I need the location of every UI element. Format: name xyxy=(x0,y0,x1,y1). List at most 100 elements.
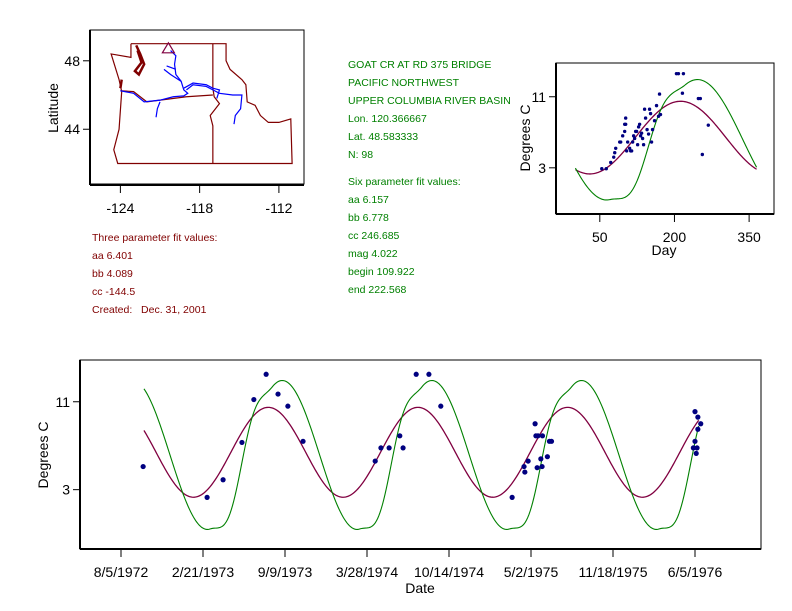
six-param-bb: bb 6.778 xyxy=(348,212,389,224)
created-date: Created: Dec. 31, 2001 xyxy=(92,304,207,316)
data-point xyxy=(654,103,659,108)
data-point xyxy=(538,456,544,462)
three-param-title: Three parameter fit values: xyxy=(92,232,218,244)
data-point xyxy=(525,458,531,464)
site-region: PACIFIC NORTHWEST xyxy=(348,77,460,89)
data-point xyxy=(604,167,608,171)
seasonal-chart: 50 200 350 11 3 Day Degrees C xyxy=(517,62,775,258)
2-xtick-label: 3/28/1974 xyxy=(336,564,398,580)
2-ytick-label: 11 xyxy=(55,394,70,410)
six-param-aa: aa 6.157 xyxy=(348,194,389,206)
data-point xyxy=(642,107,647,111)
data-point xyxy=(658,112,663,117)
deschutes-river xyxy=(155,101,161,118)
1-ytick-label: 3 xyxy=(538,160,546,176)
data-point xyxy=(600,167,604,171)
2-xtick-label: 10/14/1974 xyxy=(414,564,484,580)
data-point xyxy=(648,111,653,116)
data-point xyxy=(539,463,545,470)
data-point xyxy=(695,414,701,420)
data-point xyxy=(638,134,643,138)
data-point xyxy=(636,125,641,129)
six-param-end: end 222.568 xyxy=(348,284,407,296)
data-point xyxy=(140,463,146,470)
site-basin: UPPER COLUMBIA RIVER BASIN xyxy=(348,95,511,107)
six-param-curve xyxy=(143,379,700,531)
2-ytick-label: 3 xyxy=(62,482,70,498)
timeseries-plot-area xyxy=(140,371,704,531)
data-point xyxy=(647,107,652,111)
six-param-title: Six parameter fit values: xyxy=(348,176,461,188)
wenatchee-river xyxy=(166,65,177,70)
1-ytick-label: 11 xyxy=(531,89,546,105)
timeseries-xlabel: Date xyxy=(405,580,435,596)
data-point xyxy=(623,122,628,126)
data-point xyxy=(251,396,257,403)
data-point xyxy=(625,140,630,144)
data-point xyxy=(397,433,403,439)
2-xtick-label: 11/18/1975 xyxy=(578,564,647,580)
data-point xyxy=(676,71,681,76)
0-xtick-label: -124 xyxy=(106,200,134,216)
2-xtick-label: 8/5/1972 xyxy=(94,564,149,580)
data-point xyxy=(681,71,686,76)
data-point xyxy=(285,403,291,409)
data-point xyxy=(637,122,642,126)
map-ticks: -124 -118 -112 48 44 xyxy=(64,53,292,216)
data-point xyxy=(521,463,527,470)
data-point xyxy=(413,371,419,377)
seasonal-ylabel: Degrees C xyxy=(517,105,533,172)
site-name: GOAT CR AT RD 375 BRIDGE xyxy=(348,59,492,71)
location-map: -124 -118 -112 48 44 Latitude xyxy=(45,29,305,216)
data-point xyxy=(657,92,662,96)
data-point xyxy=(619,140,623,144)
columbia-river xyxy=(120,50,189,103)
data-point xyxy=(700,152,705,157)
data-point xyxy=(693,450,699,457)
data-point xyxy=(640,136,645,141)
data-point xyxy=(239,439,245,446)
site-info-panel: GOAT CR AT RD 375 BRIDGE PACIFIC NORTHWE… xyxy=(348,56,511,164)
data-point xyxy=(706,123,711,127)
data-point xyxy=(692,438,698,444)
puget-sound xyxy=(133,44,146,77)
data-point xyxy=(690,445,696,451)
data-point xyxy=(372,458,378,464)
data-point xyxy=(635,143,640,147)
data-point xyxy=(263,371,269,377)
data-point xyxy=(532,421,538,427)
three-param-curve xyxy=(143,406,700,498)
seasonal-frame xyxy=(555,62,775,215)
data-point xyxy=(680,91,685,95)
three-param-panel: Three parameter fit values: aa 6.401 bb … xyxy=(92,229,217,319)
map-frame xyxy=(89,29,305,185)
timeseries-ticks: 8/5/1972 2/21/1973 9/9/1973 3/28/1974 10/14/… xyxy=(55,394,722,580)
2-xtick-label: 2/21/1973 xyxy=(172,564,234,580)
data-point xyxy=(634,129,639,134)
data-point xyxy=(646,132,651,136)
data-point xyxy=(698,421,704,427)
seasonal-plot-area xyxy=(574,71,758,201)
three-param-aa: aa 6.401 xyxy=(92,250,133,262)
1-xtick-label: 200 xyxy=(663,229,687,245)
data-point xyxy=(612,155,616,159)
1-xtick-label: 50 xyxy=(592,229,608,245)
data-point xyxy=(650,127,655,132)
data-point xyxy=(426,371,432,377)
data-point xyxy=(623,116,628,120)
data-point xyxy=(692,409,698,415)
data-point xyxy=(622,129,627,134)
1-xtick-label: 350 xyxy=(737,229,761,245)
data-point xyxy=(620,134,625,138)
data-point xyxy=(643,116,648,120)
data-point xyxy=(630,140,635,144)
map-ylabel: Latitude xyxy=(45,83,61,133)
data-point xyxy=(509,494,515,500)
three-param-bb: bb 4.089 xyxy=(92,268,133,280)
data-point xyxy=(694,445,700,451)
data-point xyxy=(539,433,546,439)
data-point xyxy=(629,149,634,153)
data-point xyxy=(386,445,392,451)
data-point xyxy=(624,149,629,153)
